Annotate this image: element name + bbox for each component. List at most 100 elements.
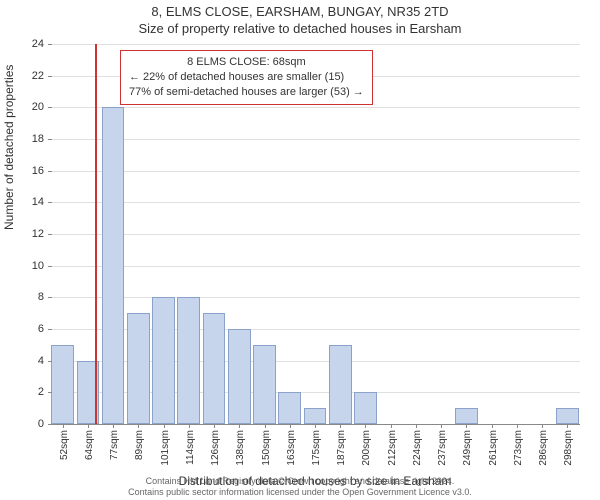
x-tick-label: 175sqm bbox=[311, 430, 322, 466]
y-tick-mark bbox=[48, 76, 52, 77]
gridline bbox=[50, 266, 580, 267]
bar bbox=[304, 408, 327, 424]
x-tick-label: 237sqm bbox=[437, 430, 448, 466]
bar bbox=[203, 313, 226, 424]
x-tick-label: 200sqm bbox=[361, 430, 372, 466]
x-tick-mark bbox=[239, 424, 240, 428]
marker-line bbox=[95, 44, 97, 424]
x-tick-label: 138sqm bbox=[235, 430, 246, 466]
x-tick-mark bbox=[189, 424, 190, 428]
x-tick-mark bbox=[265, 424, 266, 428]
y-tick-label: 10 bbox=[32, 260, 44, 272]
bar bbox=[102, 107, 125, 424]
x-tick-label: 89sqm bbox=[134, 430, 145, 460]
bar bbox=[354, 392, 377, 424]
x-tick-mark bbox=[214, 424, 215, 428]
x-tick-mark bbox=[441, 424, 442, 428]
y-tick-label: 14 bbox=[32, 196, 44, 208]
chart-title-main: 8, ELMS CLOSE, EARSHAM, BUNGAY, NR35 2TD bbox=[0, 0, 600, 19]
y-tick-mark bbox=[48, 266, 52, 267]
x-tick-label: 224sqm bbox=[412, 430, 423, 466]
y-tick-label: 20 bbox=[32, 101, 44, 113]
y-tick-mark bbox=[48, 234, 52, 235]
footer: Contains HM Land Registry data © Crown c… bbox=[0, 476, 600, 498]
y-tick-label: 4 bbox=[38, 355, 44, 367]
x-tick-mark bbox=[138, 424, 139, 428]
y-tick-mark bbox=[48, 297, 52, 298]
chart-title-sub: Size of property relative to detached ho… bbox=[0, 19, 600, 36]
y-tick-mark bbox=[48, 171, 52, 172]
info-box-line1: 8 ELMS CLOSE: 68sqm bbox=[129, 55, 364, 70]
x-tick-label: 64sqm bbox=[84, 430, 95, 460]
x-tick-mark bbox=[340, 424, 341, 428]
y-axis-title: Number of detached properties bbox=[2, 65, 16, 230]
bar bbox=[253, 345, 276, 424]
y-tick-mark bbox=[48, 44, 52, 45]
y-tick-mark bbox=[48, 392, 52, 393]
x-tick-label: 286sqm bbox=[538, 430, 549, 466]
x-tick-label: 249sqm bbox=[462, 430, 473, 466]
y-tick-label: 0 bbox=[38, 418, 44, 430]
x-tick-mark bbox=[492, 424, 493, 428]
bar bbox=[455, 408, 478, 424]
bar bbox=[329, 345, 352, 424]
x-tick-label: 212sqm bbox=[387, 430, 398, 466]
y-axis: 024681012141618202224 bbox=[20, 44, 48, 424]
y-tick-label: 6 bbox=[38, 323, 44, 335]
y-tick-mark bbox=[48, 139, 52, 140]
chart-area: 024681012141618202224 Distribution of de… bbox=[50, 44, 580, 424]
y-tick-mark bbox=[48, 361, 52, 362]
y-tick-label: 2 bbox=[38, 386, 44, 398]
info-box: 8 ELMS CLOSE: 68sqm ← 22% of detached ho… bbox=[120, 50, 373, 105]
bar bbox=[51, 345, 74, 424]
x-tick-mark bbox=[567, 424, 568, 428]
x-tick-mark bbox=[164, 424, 165, 428]
x-tick-label: 261sqm bbox=[488, 430, 499, 466]
y-tick-mark bbox=[48, 202, 52, 203]
bar bbox=[177, 297, 200, 424]
x-tick-mark bbox=[113, 424, 114, 428]
info-box-line3: 77% of semi-detached houses are larger (… bbox=[129, 85, 364, 100]
x-tick-label: 52sqm bbox=[59, 430, 70, 460]
gridline bbox=[50, 234, 580, 235]
gridline bbox=[50, 44, 580, 45]
x-tick-mark bbox=[542, 424, 543, 428]
footer-line2: Contains public sector information licen… bbox=[0, 487, 600, 498]
y-tick-mark bbox=[48, 424, 52, 425]
x-tick-mark bbox=[517, 424, 518, 428]
chart-container: 8, ELMS CLOSE, EARSHAM, BUNGAY, NR35 2TD… bbox=[0, 0, 600, 500]
bar bbox=[127, 313, 150, 424]
y-tick-label: 16 bbox=[32, 165, 44, 177]
gridline bbox=[50, 202, 580, 203]
x-tick-mark bbox=[315, 424, 316, 428]
y-tick-mark bbox=[48, 107, 52, 108]
x-tick-mark bbox=[416, 424, 417, 428]
x-tick-label: 273sqm bbox=[513, 430, 524, 466]
gridline bbox=[50, 139, 580, 140]
bar bbox=[152, 297, 175, 424]
x-tick-label: 187sqm bbox=[336, 430, 347, 466]
x-tick-label: 101sqm bbox=[160, 430, 171, 466]
info-box-line2: ← 22% of detached houses are smaller (15… bbox=[129, 70, 364, 85]
gridline bbox=[50, 107, 580, 108]
y-tick-label: 18 bbox=[32, 133, 44, 145]
x-tick-label: 163sqm bbox=[286, 430, 297, 466]
y-tick-label: 8 bbox=[38, 291, 44, 303]
x-tick-label: 77sqm bbox=[109, 430, 120, 460]
x-tick-mark bbox=[290, 424, 291, 428]
y-tick-label: 22 bbox=[32, 70, 44, 82]
gridline bbox=[50, 171, 580, 172]
bar bbox=[228, 329, 251, 424]
x-tick-label: 298sqm bbox=[563, 430, 574, 466]
x-tick-mark bbox=[88, 424, 89, 428]
x-tick-mark bbox=[63, 424, 64, 428]
bar bbox=[278, 392, 301, 424]
x-tick-label: 126sqm bbox=[210, 430, 221, 466]
x-tick-label: 150sqm bbox=[261, 430, 272, 466]
y-tick-label: 12 bbox=[32, 228, 44, 240]
x-tick-mark bbox=[391, 424, 392, 428]
x-tick-mark bbox=[466, 424, 467, 428]
footer-line1: Contains HM Land Registry data © Crown c… bbox=[0, 476, 600, 487]
bar bbox=[556, 408, 579, 424]
y-tick-mark bbox=[48, 329, 52, 330]
